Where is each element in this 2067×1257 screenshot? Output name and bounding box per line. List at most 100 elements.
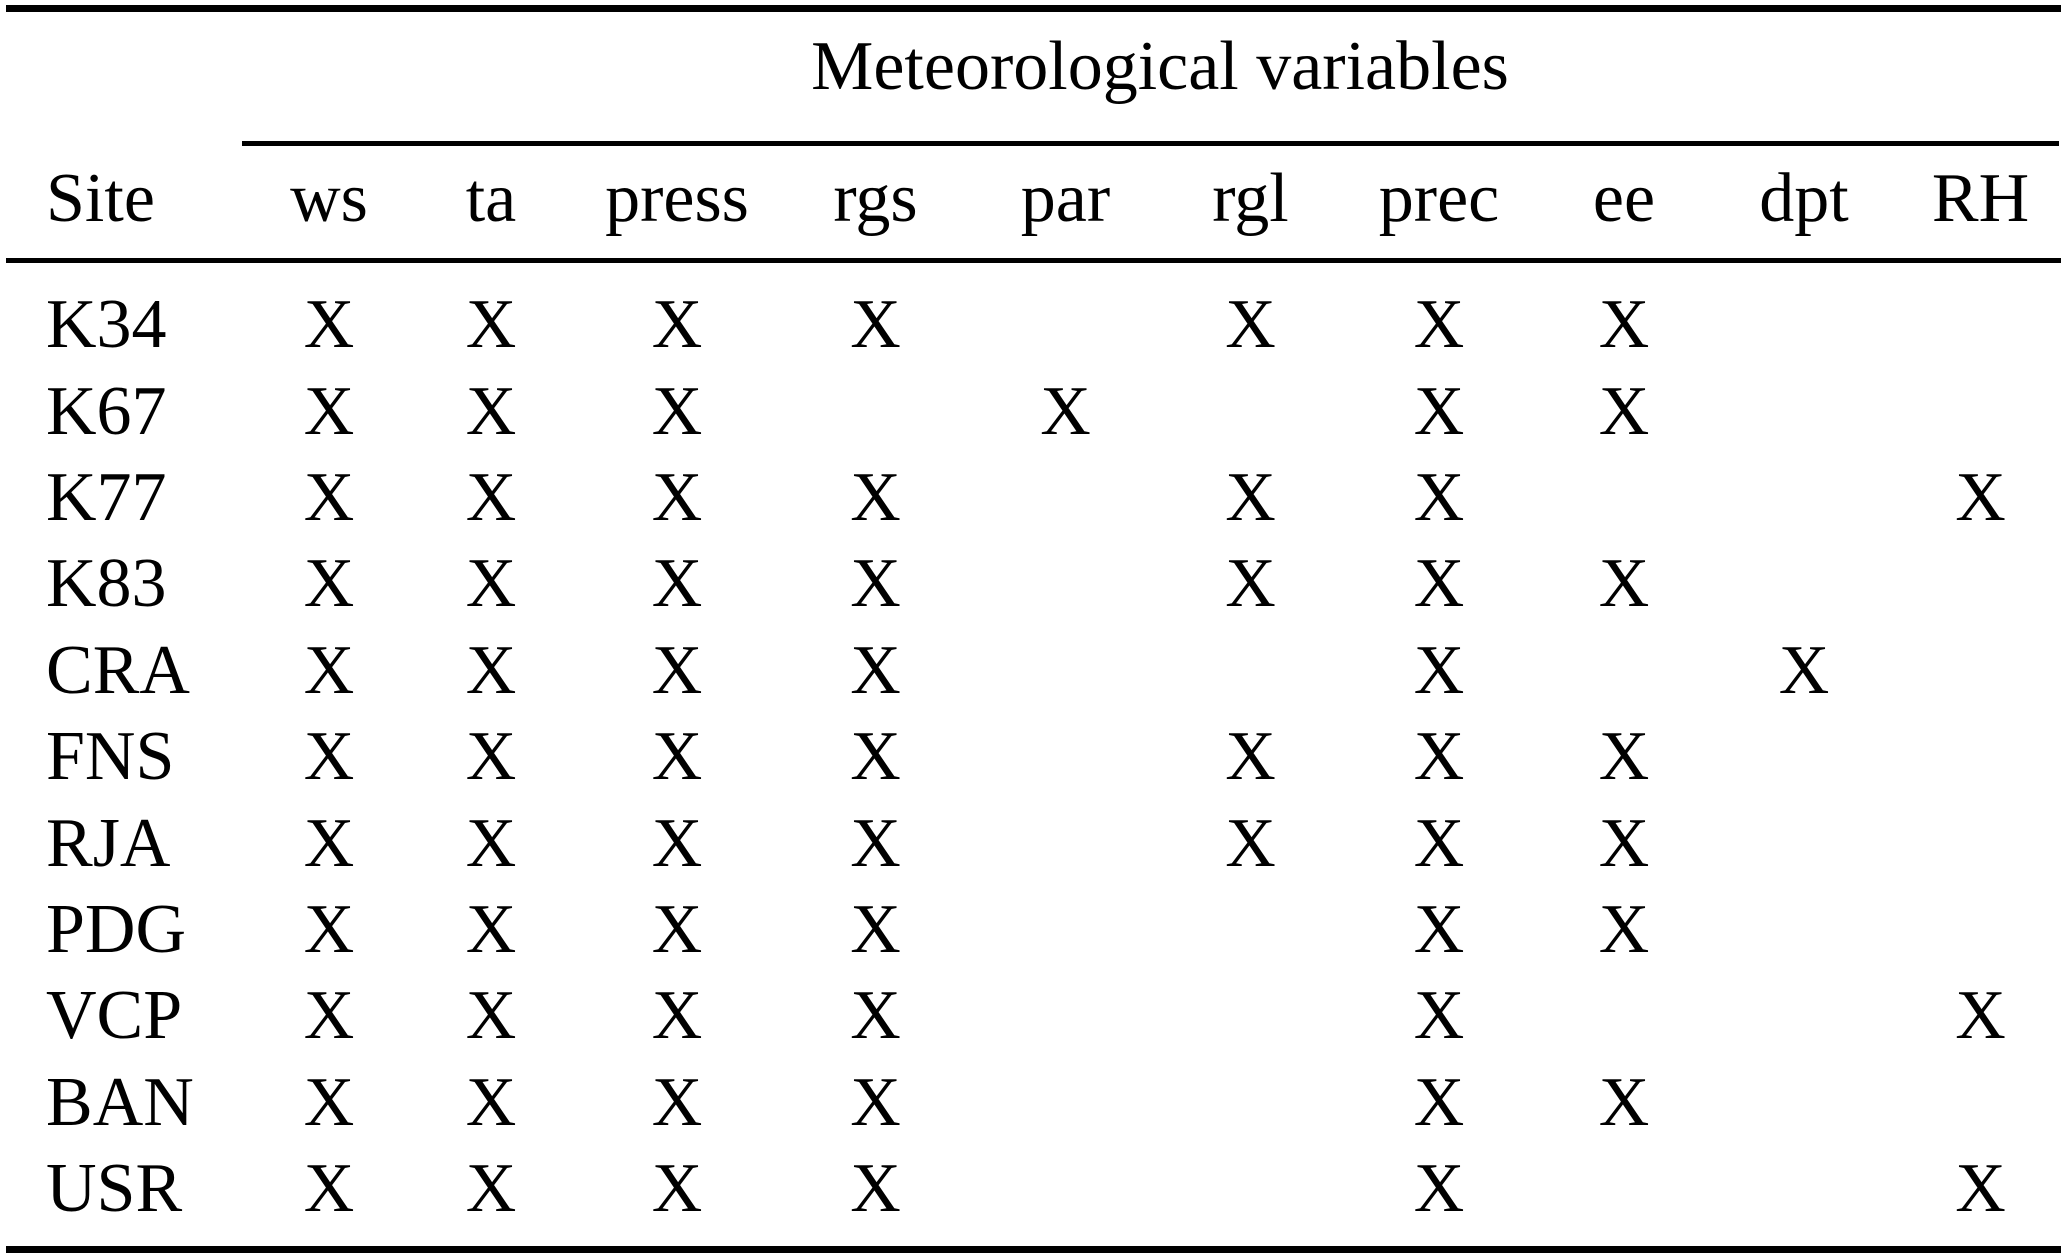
mark-cell-FNS-ta: X [465, 718, 517, 796]
mark-cell-FNS-rgs: X [850, 718, 901, 796]
mark-cell-K83-ws: X [303, 545, 355, 623]
site-label-K83: K83 [46, 545, 167, 623]
site-label-FNS: FNS [46, 718, 175, 796]
table-row-FNS: FNS X X X X X X X [0, 714, 2067, 800]
table-row-K67: K67 X X X X X X [0, 368, 2067, 454]
mark-cell-PDG-RH [1894, 887, 2067, 973]
mark-cell-CRA-prec: X [1413, 631, 1465, 709]
mark-cell-CRA-rgs: X [850, 631, 901, 709]
mark-cell-K67-dpt [1714, 368, 1894, 454]
table-row-VCP: VCP X X X X X X [0, 973, 2067, 1059]
mark-cell-K83-rgl: X [1225, 545, 1276, 623]
mark-cell-K77-rgs: X [850, 458, 901, 536]
mark-cell-FNS-ws: X [303, 718, 355, 796]
mark-cell-USR-RH: X [1955, 1150, 2006, 1228]
mark-cell-CRA-rgl [1157, 628, 1344, 714]
column-header-prec: prec [1378, 160, 1500, 237]
mark-cell-PDG-ee: X [1598, 890, 1650, 968]
column-header-dpt: dpt [1759, 160, 1849, 237]
mark-cell-CRA-ee [1534, 628, 1714, 714]
mark-cell-K77-par [974, 455, 1157, 541]
column-header-rgl: rgl [1212, 160, 1289, 237]
mark-cell-VCP-press: X [651, 977, 703, 1055]
mark-cell-FNS-press: X [651, 718, 703, 796]
mark-cell-PDG-ws: X [303, 890, 355, 968]
site-label-VCP: VCP [46, 977, 183, 1055]
mark-cell-RJA-ta: X [465, 804, 517, 882]
mark-cell-RJA-rgs: X [850, 804, 901, 882]
mark-cell-K67-par: X [1040, 372, 1091, 450]
column-header-ee: ee [1592, 160, 1656, 237]
table-row-RJA: RJA X X X X X X X [0, 800, 2067, 886]
mark-cell-K67-rgl [1157, 368, 1344, 454]
mark-cell-K77-dpt [1714, 455, 1894, 541]
mark-cell-K67-ta: X [465, 372, 517, 450]
mark-cell-K83-dpt [1714, 541, 1894, 627]
mark-cell-PDG-press: X [651, 890, 703, 968]
mark-cell-K77-rgl: X [1225, 458, 1276, 536]
table-row-K83: K83 X X X X X X X [0, 541, 2067, 627]
mark-cell-BAN-ws: X [303, 1063, 355, 1141]
mark-cell-VCP-dpt [1714, 973, 1894, 1059]
mark-cell-FNS-rgl: X [1225, 718, 1276, 796]
mark-cell-USR-press: X [651, 1150, 703, 1228]
mark-cell-K34-press: X [651, 286, 703, 364]
mark-cell-PDG-rgs: X [850, 890, 901, 968]
mark-cell-K34-ws: X [303, 286, 355, 364]
mark-cell-FNS-prec: X [1413, 718, 1465, 796]
mark-cell-K77-RH: X [1955, 458, 2006, 536]
mark-cell-K67-RH [1894, 368, 2067, 454]
mark-cell-K67-rgs [777, 368, 974, 454]
mark-cell-RJA-press: X [651, 804, 703, 882]
mark-cell-CRA-dpt: X [1778, 631, 1830, 709]
mark-cell-RJA-dpt [1714, 800, 1894, 886]
column-header-RH: RH [1931, 160, 2030, 237]
mark-cell-BAN-rgl [1157, 1060, 1344, 1146]
table-row-BAN: BAN X X X X X X [0, 1060, 2067, 1146]
mark-cell-USR-dpt [1714, 1146, 1894, 1232]
mark-cell-FNS-par [974, 714, 1157, 800]
mark-cell-VCP-rgl [1157, 973, 1344, 1059]
table-row-PDG: PDG X X X X X X [0, 887, 2067, 973]
table-row-K77: K77 X X X X X X X [0, 455, 2067, 541]
mark-cell-USR-rgs: X [850, 1150, 901, 1228]
mark-cell-FNS-dpt [1714, 714, 1894, 800]
mark-cell-BAN-prec: X [1413, 1063, 1465, 1141]
mark-cell-K83-prec: X [1413, 545, 1465, 623]
mark-cell-RJA-prec: X [1413, 804, 1465, 882]
table-row-USR: USR X X X X X X [0, 1146, 2067, 1232]
mark-cell-K83-RH [1894, 541, 2067, 627]
table-body: K34 X X X X X X X K67 X X X X X X K77 X X X X X X X K83 X X X X X X X C… [0, 282, 2067, 1232]
site-label-RJA: RJA [46, 804, 171, 882]
mark-cell-K77-press: X [651, 458, 703, 536]
mark-cell-K67-ws: X [303, 372, 355, 450]
site-label-K77: K77 [46, 458, 167, 536]
table-row-CRA: CRA X X X X X X [0, 628, 2067, 714]
column-header-row: Site ws ta press rgs par rgl prec ee dpt RH [0, 152, 2067, 238]
site-label-K34: K34 [46, 286, 167, 364]
mark-cell-CRA-RH [1894, 628, 2067, 714]
mark-cell-K83-ta: X [465, 545, 517, 623]
column-header-press: press [605, 160, 749, 237]
mark-cell-CRA-par [974, 628, 1157, 714]
mark-cell-K34-rgl: X [1225, 286, 1276, 364]
site-label-PDG: PDG [46, 890, 187, 968]
mark-cell-BAN-RH [1894, 1060, 2067, 1146]
mark-cell-K34-par [974, 282, 1157, 368]
mark-cell-BAN-ta: X [465, 1063, 517, 1141]
mark-cell-PDG-par [974, 887, 1157, 973]
mark-cell-K83-rgs: X [850, 545, 901, 623]
group-header-underline-rule [242, 141, 2059, 146]
table-row-K34: K34 X X X X X X X [0, 282, 2067, 368]
mark-cell-VCP-rgs: X [850, 977, 901, 1055]
site-label-BAN: BAN [46, 1063, 194, 1141]
mark-cell-K83-par [974, 541, 1157, 627]
bottom-rule [6, 1246, 2061, 1253]
mark-cell-K77-prec: X [1413, 458, 1465, 536]
mark-cell-VCP-ws: X [303, 977, 355, 1055]
mark-cell-BAN-press: X [651, 1063, 703, 1141]
mark-cell-VCP-RH: X [1955, 977, 2006, 1055]
mark-cell-VCP-ee [1534, 973, 1714, 1059]
site-label-K67: K67 [46, 372, 167, 450]
